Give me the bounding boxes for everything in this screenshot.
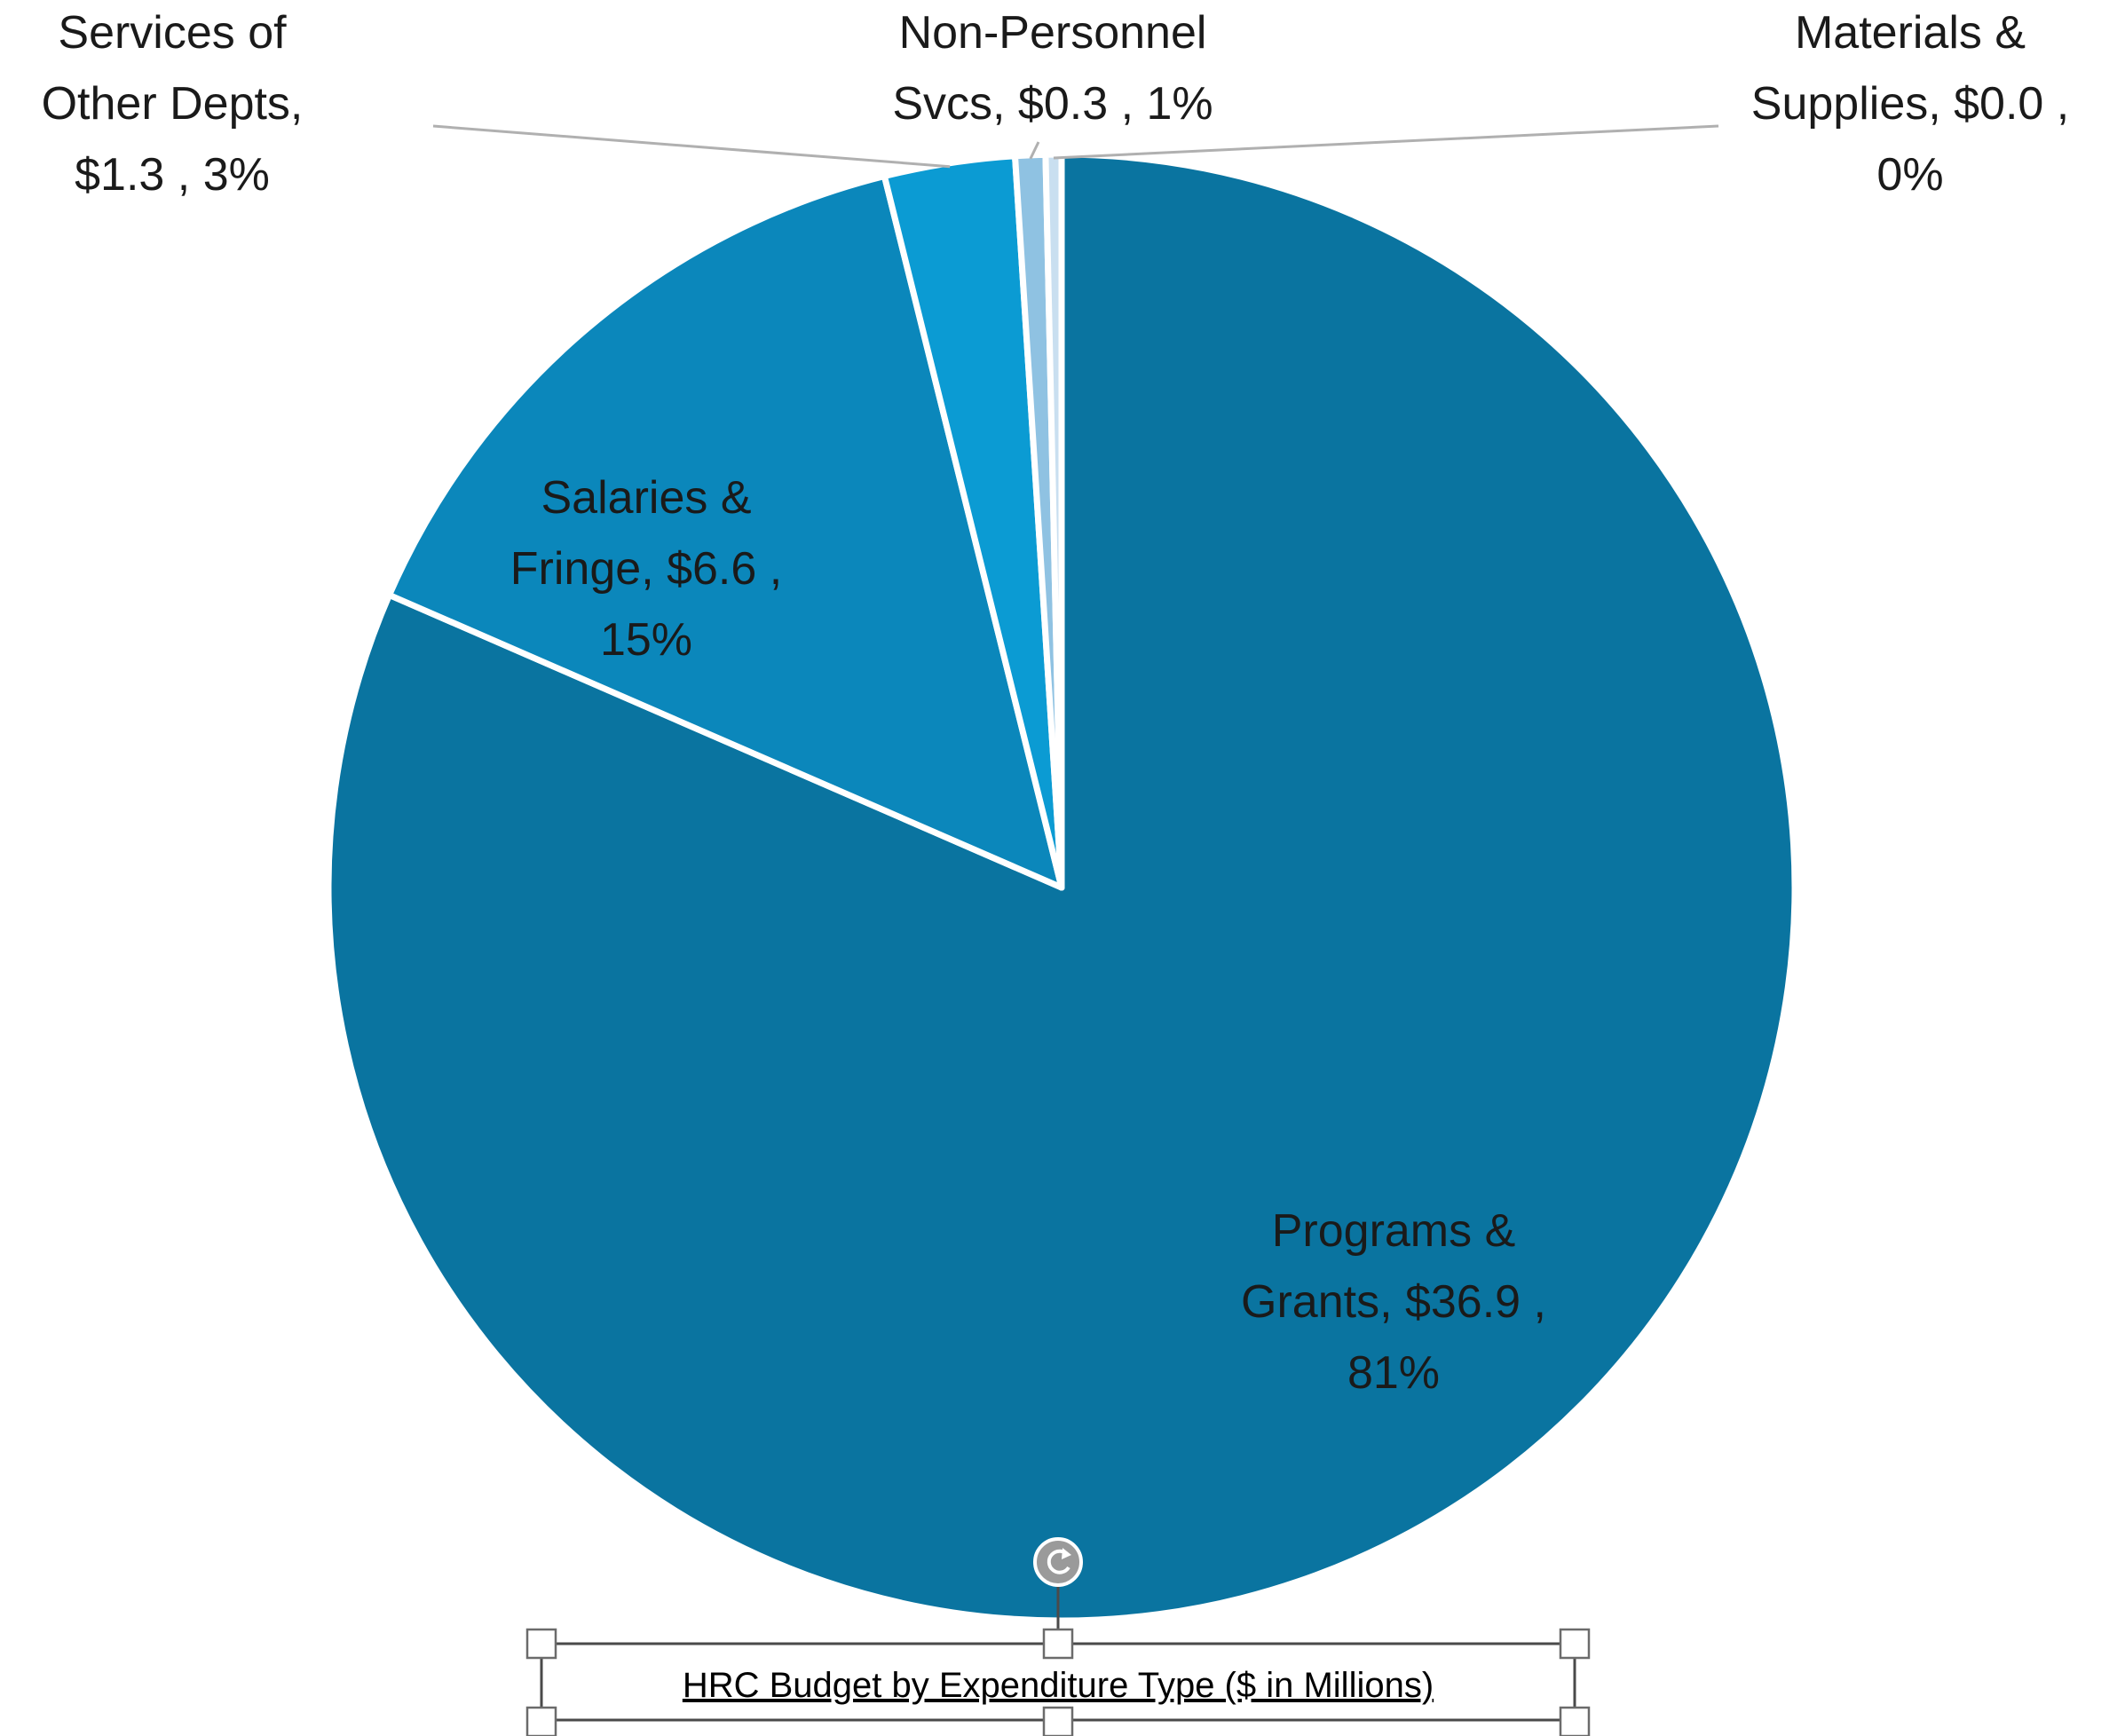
leader-line-non-personnel-svcs — [1029, 141, 1040, 160]
pie-slices — [325, 151, 1798, 1624]
chart-title[interactable]: HRC Budget by Expenditure Type ($ in Mil… — [683, 1666, 1434, 1705]
pie-slice-programs-grants[interactable] — [325, 151, 1798, 1624]
resize-handle-bottom-left[interactable] — [525, 1706, 557, 1736]
resize-handle-bottom-center[interactable] — [1042, 1706, 1074, 1736]
data-label-non-personnel-svcs: Non-Personnel Svcs, $0.3 , 1% — [892, 7, 1213, 130]
leader-lines — [432, 124, 1719, 169]
leader-line-services-of-other-depts — [432, 124, 951, 169]
rotate-icon[interactable] — [1033, 1537, 1083, 1587]
resize-handle-top-left[interactable] — [525, 1628, 557, 1660]
resize-handle-top-right[interactable] — [1559, 1628, 1591, 1660]
resize-handle-bottom-right[interactable] — [1559, 1706, 1591, 1736]
data-label-programs-grants: Programs & Grants, $36.9 , 81% — [1241, 1205, 1546, 1399]
data-label-materials-supplies: Materials & Supplies, $0.0 , 0% — [1751, 7, 2069, 201]
leader-line-materials-supplies — [1053, 124, 1719, 160]
pie-slice-materials-supplies[interactable] — [1042, 151, 1065, 891]
data-label-services-of-other-depts: Services of Other Depts, $1.3 , 3% — [42, 7, 304, 201]
data-label-salaries-fringe: Salaries & Fringe, $6.6 , 15% — [510, 472, 782, 666]
data-labels: Programs & Grants, $36.9 , 81% Salaries & Fr… — [42, 7, 2070, 1399]
pie-slice-salaries-fringe[interactable] — [386, 173, 1065, 891]
resize-handle-top-center[interactable] — [1042, 1628, 1074, 1660]
title-textbox[interactable]: HRC Budget by Expenditure Type ($ in Mil… — [525, 1537, 1591, 1736]
